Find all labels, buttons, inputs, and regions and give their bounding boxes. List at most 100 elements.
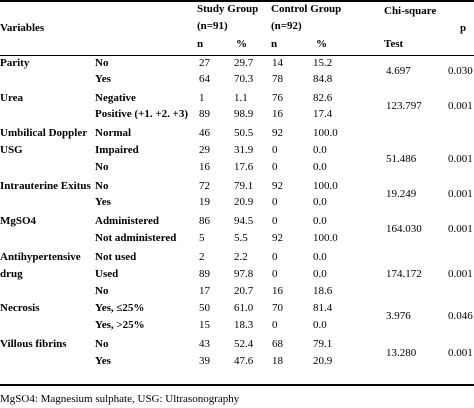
cell-control-pct: 0.0: [313, 144, 327, 156]
cell-study-n: 89: [199, 268, 210, 280]
cell-variable: drug: [0, 268, 23, 280]
cell-study-n: 17: [199, 285, 210, 297]
cell-category: Not administered: [95, 232, 177, 244]
cell-control-n: 16: [272, 108, 283, 120]
cell-study-n: 27: [199, 57, 210, 69]
cell-study-n: 39: [199, 355, 210, 367]
cell-study-n: 2: [199, 251, 205, 263]
cell-study-pct: 31.9: [234, 144, 254, 156]
cell-study-n: 46: [199, 127, 210, 139]
cell-p-value: 0.001: [448, 188, 473, 200]
cell-variable: Necrosis: [0, 302, 40, 314]
header-rule: [0, 55, 474, 56]
cell-category: No: [95, 57, 109, 69]
header-test: Test: [384, 38, 404, 50]
cell-p-value: 0.001: [448, 268, 473, 280]
cell-control-n: 76: [272, 92, 283, 104]
cell-control-pct: 84.8: [313, 73, 333, 85]
cell-study-n: 43: [199, 338, 210, 350]
cell-study-n: 15: [199, 319, 210, 331]
cell-control-n: 0: [272, 144, 278, 156]
cell-study-n: 89: [199, 108, 210, 120]
header-p: p: [460, 22, 467, 34]
cell-study-pct: 20.7: [234, 285, 254, 297]
cell-category: Impaired: [95, 144, 139, 156]
cell-variable: Intrauterine Exitus: [0, 180, 91, 192]
cell-control-n: 0: [272, 196, 278, 208]
cell-p-value: 0.030: [448, 65, 473, 77]
cell-study-n: 72: [199, 180, 210, 192]
cell-variable: Parity: [0, 57, 30, 69]
cell-category: No: [95, 161, 109, 173]
cell-study-pct: 98.9: [234, 108, 254, 120]
cell-chi-square: 174.172: [386, 268, 422, 280]
header-study-group: Study Group: [197, 3, 259, 15]
cell-category: Normal: [95, 127, 132, 139]
cell-chi-square: 4.697: [386, 65, 411, 77]
cell-category: Administered: [95, 215, 159, 227]
header-study-n-col: n: [197, 38, 204, 50]
cell-variable: Villous fibrins: [0, 338, 67, 350]
cell-control-n: 68: [272, 338, 283, 350]
header-study-pct-col: %: [236, 38, 247, 50]
cell-study-n: 1: [199, 92, 205, 104]
cell-control-pct: 0.0: [313, 251, 327, 263]
cell-control-pct: 81.4: [313, 302, 333, 314]
cell-control-n: 14: [272, 57, 283, 69]
cell-control-pct: 0.0: [313, 215, 327, 227]
cell-control-pct: 100.0: [313, 232, 338, 244]
cell-study-pct: 94.5: [234, 215, 254, 227]
cell-control-n: 0: [272, 215, 278, 227]
cell-control-n: 0: [272, 319, 278, 331]
cell-p-value: 0.001: [448, 223, 473, 235]
header-control-n: (n=92): [271, 20, 302, 32]
cell-chi-square: 13.280: [386, 347, 417, 359]
cell-category: Yes: [95, 73, 111, 85]
cell-control-pct: 17.4: [313, 108, 333, 120]
cell-p-value: 0.001: [448, 153, 473, 165]
cell-control-pct: 0.0: [313, 268, 327, 280]
cell-study-pct: 61.0: [234, 302, 254, 314]
cell-study-pct: 5.5: [234, 232, 248, 244]
cell-study-pct: 1.1: [234, 92, 248, 104]
cell-study-pct: 52.4: [234, 338, 254, 350]
cell-p-value: 0.001: [448, 100, 473, 112]
bottom-rule: [0, 384, 474, 386]
cell-chi-square: 51.486: [386, 153, 417, 165]
cell-variable: Antihypertensive: [0, 251, 81, 263]
cell-study-pct: 2.2: [234, 251, 248, 263]
cell-variable: Umbilical Doppler: [0, 127, 88, 139]
cell-control-pct: 15.2: [313, 57, 333, 69]
cell-category: Negative: [95, 92, 136, 104]
cell-study-pct: 79.1: [234, 180, 254, 192]
cell-study-pct: 29.7: [234, 57, 254, 69]
header-control-n-col: n: [271, 38, 278, 50]
cell-control-pct: 82.6: [313, 92, 333, 104]
cell-study-pct: 18.3: [234, 319, 254, 331]
cell-category: Positive (+1. +2. +3): [95, 108, 189, 120]
cell-chi-square: 19.249: [386, 188, 417, 200]
cell-study-n: 86: [199, 215, 210, 227]
cell-control-n: 78: [272, 73, 283, 85]
cell-category: Yes, ≤25%: [95, 302, 145, 314]
cell-control-pct: 20.9: [313, 355, 333, 367]
cell-chi-square: 164.030: [386, 223, 422, 235]
cell-category: Not used: [95, 251, 137, 263]
cell-study-pct: 17.6: [234, 161, 254, 173]
header-control-pct-col: %: [316, 38, 327, 50]
cell-control-n: 92: [272, 127, 283, 139]
cell-p-value: 0.046: [448, 310, 473, 322]
header-study-n: (n=91): [197, 20, 228, 32]
cell-variable: USG: [0, 144, 23, 156]
cell-study-n: 16: [199, 161, 210, 173]
cell-variable: Urea: [0, 92, 24, 104]
cell-p-value: 0.001: [448, 347, 473, 359]
cell-category: Yes: [95, 196, 111, 208]
cell-chi-square: 123.797: [386, 100, 422, 112]
cell-control-n: 0: [272, 268, 278, 280]
cell-category: No: [95, 285, 109, 297]
cell-study-n: 29: [199, 144, 210, 156]
cell-control-pct: 100.0: [313, 127, 338, 139]
cell-control-pct: 18.6: [313, 285, 333, 297]
cell-variable: MgSO4: [0, 215, 37, 227]
